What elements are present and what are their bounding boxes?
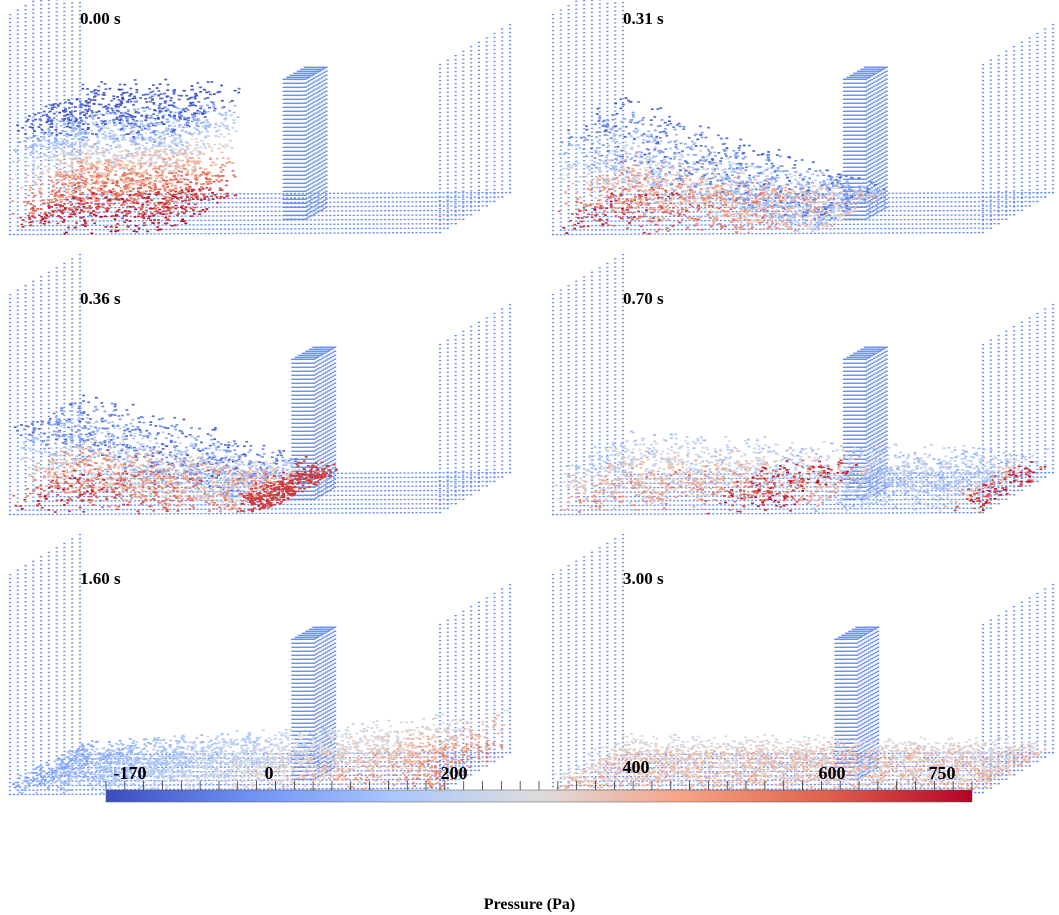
tank-t070 (551, 253, 1055, 516)
time-label-t036: 0.36 s (80, 289, 121, 309)
pressure-colorbar: -170 0 200 400 600 750 Pressure (Pa) (0, 755, 1059, 915)
time-label-t300: 3.00 s (623, 569, 664, 589)
tank-t031 (551, 0, 1055, 236)
panel-t0: 0.00 s (5, 0, 525, 280)
panel-t070: 0.70 s (548, 253, 1059, 560)
panel-t031: 0.31 s (548, 0, 1059, 280)
tank-t0 (8, 0, 512, 236)
time-label-t0: 0.00 s (80, 9, 121, 29)
colorbar-label-400: 400 (623, 757, 650, 778)
time-label-t070: 0.70 s (623, 289, 664, 309)
tank-t036 (8, 253, 512, 516)
colorbar-label-200: 200 (441, 763, 468, 784)
colorbar-label-max: 750 (929, 763, 956, 784)
colorbar-label-0: 0 (265, 763, 274, 784)
time-label-t031: 0.31 s (623, 9, 664, 29)
colorbar-gradient (105, 781, 973, 803)
panel-t160: 1.60 s (5, 533, 525, 840)
tank-t160 (8, 533, 512, 796)
colorbar-label-min: -170 (114, 763, 147, 784)
colorbar-title: Pressure (Pa) (0, 896, 1059, 914)
colorbar-bar (105, 789, 973, 803)
tank-t300 (551, 533, 1055, 796)
time-label-t160: 1.60 s (80, 569, 121, 589)
colorbar-label-600: 600 (819, 763, 846, 784)
panel-t300: 3.00 s (548, 533, 1059, 840)
panel-t036: 0.36 s (5, 253, 525, 560)
